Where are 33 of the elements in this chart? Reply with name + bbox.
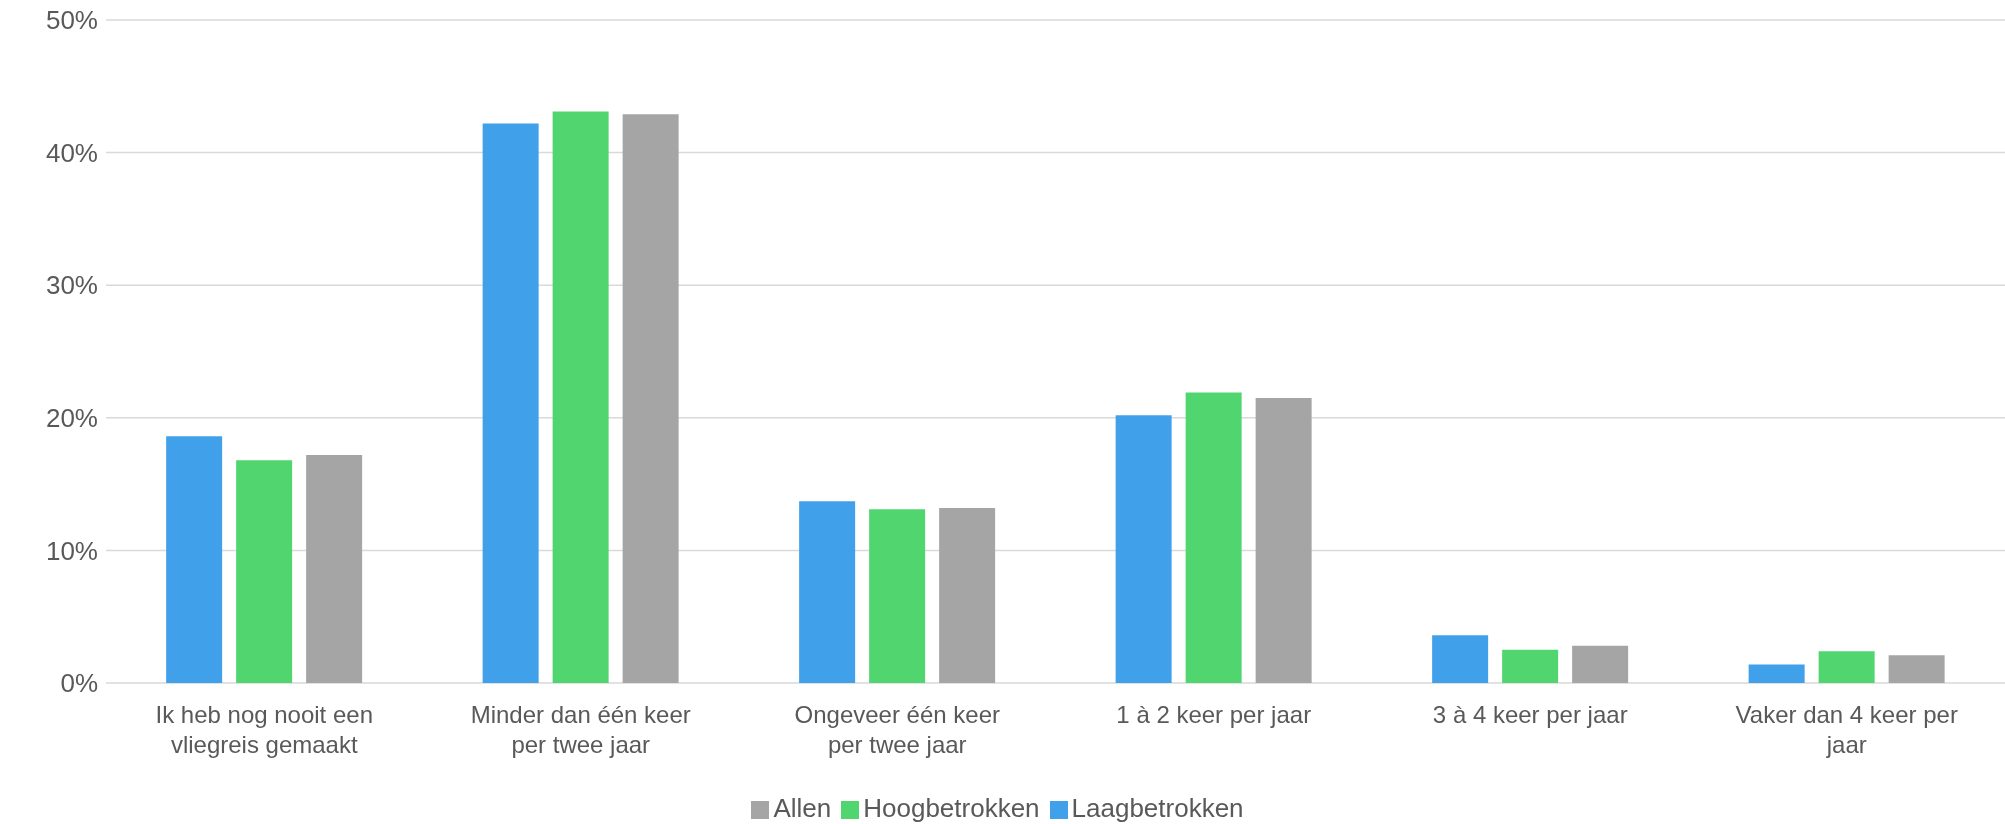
bar bbox=[1185, 392, 1242, 683]
bar bbox=[869, 509, 926, 683]
bar bbox=[1572, 645, 1629, 683]
y-tick-label: 10% bbox=[45, 535, 98, 566]
bar bbox=[1818, 651, 1875, 683]
x-tick-label: Minder dan één keer per twee jaar bbox=[470, 701, 691, 758]
bar bbox=[306, 454, 363, 683]
y-tick-label: 20% bbox=[45, 403, 98, 434]
x-tick-label: Vaker dan 4 keer per jaar bbox=[1735, 701, 1958, 758]
bar bbox=[482, 123, 539, 683]
bar bbox=[236, 460, 293, 683]
y-tick-label: 50% bbox=[45, 5, 98, 36]
bar bbox=[1748, 664, 1805, 683]
x-tick-label: 1 à 2 keer per jaar bbox=[1116, 701, 1312, 728]
bar bbox=[1888, 655, 1945, 683]
bar bbox=[799, 501, 856, 683]
bar bbox=[1432, 635, 1489, 683]
x-tick-label: Ik heb nog nooit een vliegreis gemaakt bbox=[155, 701, 374, 758]
bar bbox=[939, 507, 996, 683]
bar bbox=[1115, 415, 1172, 683]
bar bbox=[622, 114, 679, 683]
x-tick-label: 3 à 4 keer per jaar bbox=[1432, 701, 1628, 728]
y-tick-label: 40% bbox=[45, 137, 98, 168]
bar bbox=[1502, 649, 1559, 683]
y-tick-label: 0% bbox=[60, 668, 98, 699]
bar bbox=[166, 436, 223, 683]
y-tick-label: 30% bbox=[45, 270, 98, 301]
legend-label: Hoogbetrokken bbox=[863, 793, 1040, 823]
bar bbox=[1255, 397, 1312, 683]
legend-label: Laagbetrokken bbox=[1071, 793, 1244, 823]
x-tick-label: Ongeveer één keer per twee jaar bbox=[794, 701, 1000, 758]
legend-label: Allen bbox=[773, 793, 832, 823]
bar bbox=[552, 111, 609, 683]
